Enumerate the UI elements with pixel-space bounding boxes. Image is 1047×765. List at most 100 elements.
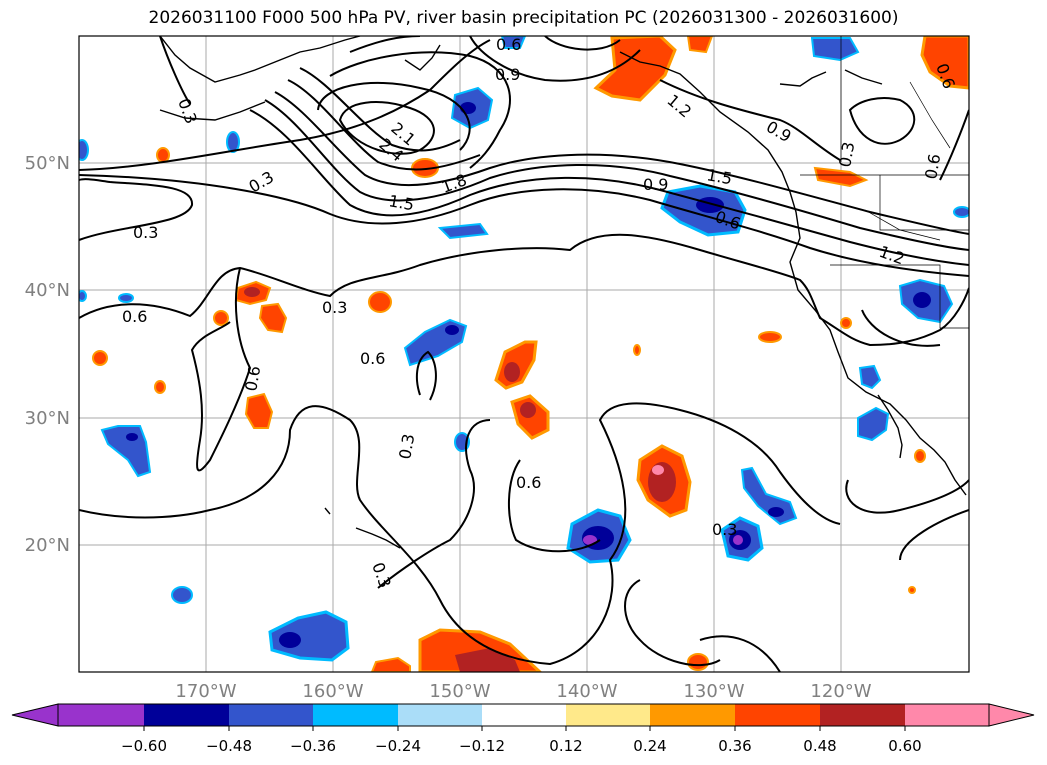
colorbar: −0.60 −0.48 −0.36 −0.24 −0.12 0.12 0.24 … xyxy=(11,703,1035,755)
lon-label-130w: 130°W xyxy=(683,681,744,702)
pv-contour-0.3 xyxy=(79,402,841,666)
precip-core-min xyxy=(583,535,597,545)
pv-contour-label: 0.3 xyxy=(368,560,395,590)
lon-label-140w: 140°W xyxy=(556,681,617,702)
precip-blob-positive xyxy=(633,344,641,356)
north-america-coast xyxy=(619,51,967,496)
aleutian-islands xyxy=(159,101,266,121)
pv-contour-0.9 xyxy=(249,109,969,266)
lat-label-20n: 20°N xyxy=(25,535,70,556)
colorbar-segment xyxy=(58,704,144,726)
precip-blob-negative xyxy=(79,290,87,302)
pv-contour-0.6 xyxy=(190,267,252,472)
pv-contour-0.3 xyxy=(159,36,191,105)
alaska-coast xyxy=(404,44,441,71)
precip-blob-negative xyxy=(226,131,240,153)
precip-blob-positive xyxy=(156,147,170,163)
precip-blob-negative xyxy=(953,206,969,218)
precip-blob-negative xyxy=(810,37,860,62)
map-area: 0.3 0.3 0.3 0.6 0.6 0.6 0.6 0.9 0.9 1.2 … xyxy=(79,35,969,672)
precip-core-positive xyxy=(520,402,536,418)
precip-blob-positive xyxy=(92,350,108,366)
border-line xyxy=(909,81,951,149)
colorbar-segment xyxy=(735,704,820,726)
pv-contour-label: 0.6 xyxy=(496,35,521,54)
pv-contour-0.3 xyxy=(848,97,916,145)
precip-blob-positive xyxy=(244,392,274,429)
pv-contour-0.3 xyxy=(415,350,437,401)
pv-contour-0.6 xyxy=(508,459,601,553)
precip-blob-positive xyxy=(758,331,782,343)
precip-blob-positive xyxy=(686,36,714,54)
coastline xyxy=(844,69,883,85)
colorbar-tick-label: 0.12 xyxy=(549,737,582,755)
colorbar-ticks xyxy=(143,726,906,731)
colorbar-tick-label: −0.60 xyxy=(121,737,167,755)
pv-contours xyxy=(79,36,969,672)
precip-blob-positive xyxy=(914,449,926,463)
precip-blob-positive xyxy=(908,586,916,594)
precip-blob-negative xyxy=(740,466,798,526)
precip-core-negative xyxy=(279,632,301,648)
precip-blob-negative xyxy=(857,406,890,442)
pv-contour-0.3 xyxy=(79,39,491,171)
colorbar-tick-label: −0.36 xyxy=(290,737,336,755)
precip-core-min xyxy=(733,535,743,545)
pv-contour-0.9 xyxy=(659,79,841,161)
colorbar-segment xyxy=(905,704,989,726)
border-line xyxy=(879,175,969,231)
precip-core-max xyxy=(652,465,664,475)
precip-blob-negative xyxy=(171,586,193,604)
precip-blob-negative xyxy=(118,293,134,303)
lon-label-160w: 160°W xyxy=(302,681,363,702)
pv-contour-label: 0.3 xyxy=(174,96,201,126)
hawaii-islands xyxy=(355,527,401,549)
pv-contour-0.9 xyxy=(469,36,641,82)
precip-blob-positive xyxy=(687,653,709,671)
precip-core-positive xyxy=(455,648,520,672)
precip-blob-negative xyxy=(268,610,350,662)
precip-blob-negative xyxy=(500,36,527,49)
pv-contour-labels: 0.3 0.3 0.3 0.6 0.6 0.6 0.6 0.9 0.9 1.2 … xyxy=(122,35,959,590)
pv-contour-label: 1.2 xyxy=(663,91,695,122)
colorbar-tick-label: −0.48 xyxy=(206,737,252,755)
pv-contour-0.6 xyxy=(939,109,969,181)
pv-contour-0.3 xyxy=(699,635,781,672)
colorbar-segment xyxy=(398,704,482,726)
precip-blob-positive xyxy=(920,36,969,90)
precip-core-negative xyxy=(768,507,784,517)
pv-contour-label: 0.6 xyxy=(921,152,944,180)
pv-contour-1.5 xyxy=(329,51,511,169)
colorbar-tick-label: 0.36 xyxy=(718,737,751,755)
colorbar-tick-labels: −0.60 −0.48 −0.36 −0.24 −0.12 0.12 0.24 … xyxy=(121,737,922,755)
precip-core-negative xyxy=(126,433,138,441)
colorbar-tick-label: −0.24 xyxy=(375,737,421,755)
pv-contour-0.6 xyxy=(861,309,941,347)
precip-blob-positive xyxy=(154,380,166,394)
colorbar-extend-min xyxy=(11,703,59,727)
pv-contour-label: 1.5 xyxy=(387,191,415,214)
precip-blob-positive xyxy=(813,166,869,188)
precip-core-positive xyxy=(504,362,520,382)
pv-contour-0.6 xyxy=(544,36,621,51)
precip-core-negative xyxy=(445,325,459,335)
lat-label-40n: 40°N xyxy=(25,280,70,301)
lon-label-150w: 150°W xyxy=(429,681,490,702)
pv-contour-1.5 xyxy=(274,91,969,235)
coastline xyxy=(779,71,827,87)
colorbar-extend-max xyxy=(988,703,1035,727)
pv-contour-label: 1.5 xyxy=(705,165,733,188)
alaska-coast xyxy=(159,36,361,83)
colorbar-segment xyxy=(482,704,566,726)
colorbar-tick-label: 0.60 xyxy=(888,737,921,755)
pv-contour-1.2 xyxy=(349,36,421,53)
pv-contour-label: 1.8 xyxy=(439,170,469,197)
colorbar-segment xyxy=(144,704,229,726)
pv-contour-2.1 xyxy=(338,101,435,155)
precip-blob-positive xyxy=(593,36,677,102)
lat-label-50n: 50°N xyxy=(25,153,70,174)
precip-blob-positive xyxy=(213,310,229,326)
lon-label-120w: 120°W xyxy=(810,681,871,702)
pv-contour-1.8 xyxy=(317,82,471,151)
